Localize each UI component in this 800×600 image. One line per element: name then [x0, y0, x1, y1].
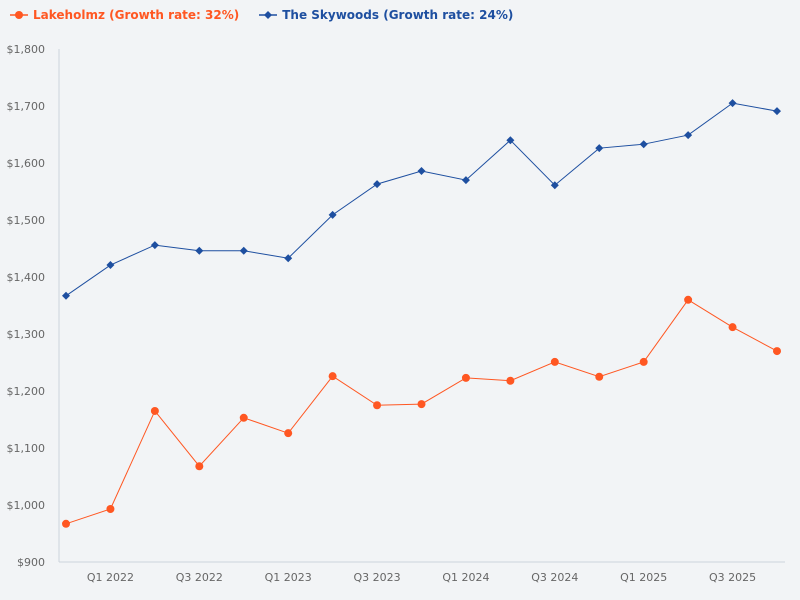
data-point: [550, 357, 559, 366]
data-point: [106, 504, 115, 513]
data-point: [195, 246, 204, 255]
x-tick-label: Q3 2023: [353, 571, 400, 584]
data-point: [773, 347, 781, 356]
y-tick-label: $900: [17, 556, 45, 569]
data-point: [506, 376, 515, 385]
y-tick-label: $1,000: [7, 499, 46, 512]
series-line-1: [65, 102, 778, 297]
series-line-0: [65, 299, 778, 525]
data-point: [373, 401, 382, 410]
data-point: [150, 241, 159, 250]
y-tick-label: $1,600: [7, 157, 46, 170]
y-tick-label: $1,700: [7, 100, 46, 113]
data-point: [595, 144, 604, 153]
data-point: [239, 413, 248, 422]
legend-item-skywoods[interactable]: The Skywoods (Growth rate: 24%): [259, 8, 513, 22]
data-point: [106, 261, 115, 270]
y-tick-label: $1,200: [7, 385, 46, 398]
x-tick-label: Q3 2022: [176, 571, 223, 584]
y-tick-label: $1,300: [7, 328, 46, 341]
data-point: [417, 400, 426, 409]
data-point: [62, 519, 70, 528]
data-point: [728, 99, 737, 108]
circle-marker-icon: [10, 11, 28, 19]
x-tick-label: Q3 2024: [531, 571, 578, 584]
x-tick-label: Q1 2025: [620, 571, 667, 584]
x-tick-label: Q3 2025: [709, 571, 756, 584]
data-point: [461, 373, 470, 382]
y-tick-label: $1,400: [7, 271, 46, 284]
data-point: [239, 246, 248, 255]
data-point: [328, 372, 337, 381]
data-point: [595, 372, 604, 381]
data-point: [684, 131, 693, 140]
data-point: [728, 323, 737, 332]
data-point: [328, 210, 337, 219]
y-tick-label: $1,500: [7, 214, 46, 227]
data-point: [373, 180, 382, 189]
data-point: [62, 291, 70, 300]
data-point: [417, 166, 426, 175]
legend-label: Lakeholmz (Growth rate: 32%): [33, 8, 240, 22]
data-point: [284, 429, 293, 438]
data-point: [550, 181, 559, 190]
data-point: [195, 462, 204, 471]
x-tick-label: Q1 2024: [442, 571, 489, 584]
data-point: [506, 136, 515, 145]
data-point: [461, 176, 470, 185]
data-point: [684, 295, 693, 304]
data-point: [773, 107, 781, 116]
data-point: [639, 357, 648, 366]
diamond-marker-icon: [259, 11, 278, 19]
data-point: [639, 140, 648, 149]
y-tick-label: $1,800: [7, 43, 46, 56]
x-tick-label: Q1 2022: [87, 571, 134, 584]
x-tick-label: Q1 2023: [265, 571, 312, 584]
legend: Lakeholmz (Growth rate: 32%) The Skywood…: [10, 8, 513, 22]
y-tick-label: $1,100: [7, 442, 46, 455]
legend-label: The Skywoods (Growth rate: 24%): [282, 8, 514, 22]
data-point: [284, 254, 293, 263]
data-point: [150, 406, 159, 415]
legend-item-lakeholmz[interactable]: Lakeholmz (Growth rate: 32%): [10, 8, 239, 22]
